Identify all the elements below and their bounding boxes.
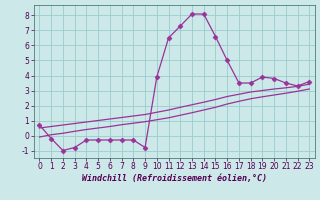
- X-axis label: Windchill (Refroidissement éolien,°C): Windchill (Refroidissement éolien,°C): [82, 174, 267, 183]
